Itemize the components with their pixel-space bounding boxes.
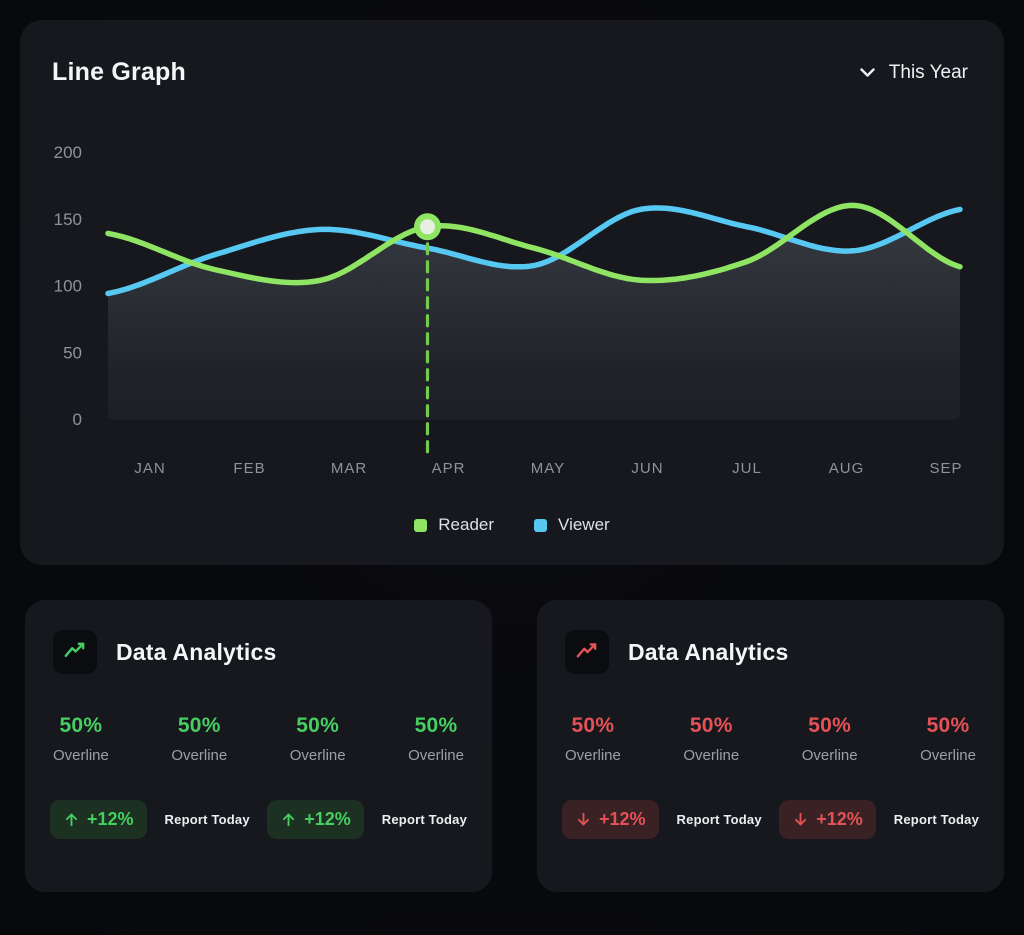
reader-line bbox=[105, 202, 963, 286]
stat: 50% Overline bbox=[683, 714, 739, 764]
stat: 50% Overline bbox=[290, 714, 346, 764]
reader-swatch-icon bbox=[414, 518, 428, 532]
stat-value: 50% bbox=[808, 714, 852, 737]
stat-label: Overline bbox=[565, 747, 621, 764]
line-chart: 0 50 100 150 200 JAN FEB MAR APR MAY JUN JUL AUG SEP bbox=[54, 143, 963, 477]
stat-value: 50% bbox=[59, 714, 103, 737]
arrow-up-icon bbox=[63, 811, 80, 828]
stat-value: 50% bbox=[926, 714, 970, 737]
arrow-up-icon bbox=[280, 811, 297, 828]
delta-value: +12% bbox=[87, 809, 134, 829]
period-selector[interactable]: This Year bbox=[860, 62, 968, 84]
stat-label: Overline bbox=[920, 747, 976, 764]
badges-row: +12% Report Today +12% Report Today bbox=[50, 800, 467, 839]
stat-value: 50% bbox=[414, 714, 458, 737]
stat: 50% Overline bbox=[802, 714, 858, 764]
arrow-down-icon bbox=[792, 811, 809, 828]
stat-value: 50% bbox=[177, 714, 221, 737]
stat-label: Overline bbox=[683, 747, 740, 764]
badge-group: +12% Report Today bbox=[50, 800, 250, 839]
badge-caption: Report Today bbox=[893, 812, 979, 827]
x-axis-tick: JAN bbox=[134, 460, 165, 477]
chart-legend: Reader Viewer bbox=[20, 515, 1004, 535]
highlight-marker-core bbox=[420, 219, 435, 235]
y-axis-tick: 150 bbox=[54, 210, 82, 229]
stat-value: 50% bbox=[689, 714, 733, 737]
y-axis-tick: 200 bbox=[54, 143, 82, 162]
stat-label: Overline bbox=[408, 747, 464, 764]
x-axis-tick: JUL bbox=[732, 460, 762, 477]
stats-row: 50% Overline 50% Overline 50% Overline 50% O… bbox=[50, 714, 467, 764]
delta-badge: +12% bbox=[267, 800, 364, 839]
delta-value: +12% bbox=[304, 809, 351, 829]
badge-group: +12% Report Today bbox=[562, 800, 762, 839]
x-axis-tick: AUG bbox=[829, 460, 865, 477]
delta-badge: +12% bbox=[562, 800, 659, 839]
y-axis-tick: 50 bbox=[63, 343, 82, 362]
data-analytics-card-down: Data Analytics 50% Overline 50% Overline 5… bbox=[537, 600, 1004, 892]
page-title: Line Graph bbox=[52, 58, 186, 86]
line-graph-card: Line Graph This Year 0 50 100 150 200 JAN FEB M… bbox=[20, 20, 1004, 565]
legend-label-viewer: Viewer bbox=[558, 515, 610, 534]
stats-row: 50% Overline 50% Overline 50% Overline 50% O… bbox=[562, 714, 979, 764]
badge-group: +12% Report Today bbox=[779, 800, 979, 839]
badge-group: +12% Report Today bbox=[267, 800, 467, 839]
badge-caption: Report Today bbox=[676, 812, 762, 827]
x-axis-tick: FEB bbox=[233, 460, 265, 477]
stat-label: Overline bbox=[801, 747, 858, 764]
stat: 50% Overline bbox=[53, 714, 109, 764]
legend-label-reader: Reader bbox=[438, 515, 495, 534]
stat: 50% Overline bbox=[408, 714, 464, 764]
stat-label: Overline bbox=[53, 747, 109, 764]
stat: 50% Overline bbox=[565, 714, 621, 764]
badges-row: +12% Report Today +12% Report Today bbox=[562, 800, 979, 839]
delta-value: +12% bbox=[816, 809, 863, 829]
card-title: Data Analytics bbox=[116, 638, 277, 665]
y-axis-tick: 0 bbox=[73, 410, 82, 429]
legend-item-viewer[interactable]: Viewer bbox=[534, 515, 610, 535]
badge-caption: Report Today bbox=[164, 812, 250, 827]
stat: 50% Overline bbox=[920, 714, 976, 764]
delta-badge: +12% bbox=[50, 800, 147, 839]
badge-caption: Report Today bbox=[381, 812, 467, 827]
x-axis-tick: SEP bbox=[929, 460, 962, 477]
chart-area-fill bbox=[108, 232, 960, 420]
trend-up-icon bbox=[53, 630, 97, 674]
x-axis-tick: MAR bbox=[331, 460, 367, 477]
x-axis-tick: APR bbox=[432, 460, 466, 477]
stat-label: Overline bbox=[171, 747, 228, 764]
delta-value: +12% bbox=[599, 809, 646, 829]
stat: 50% Overline bbox=[171, 714, 227, 764]
stat-label: Overline bbox=[289, 747, 346, 764]
card-title: Data Analytics bbox=[628, 638, 789, 665]
stat-value: 50% bbox=[571, 714, 615, 737]
x-axis-tick: JUN bbox=[631, 460, 663, 477]
chevron-down-icon bbox=[860, 67, 875, 78]
y-axis-tick: 100 bbox=[54, 277, 82, 296]
period-selector-label: This Year bbox=[888, 61, 968, 83]
stat-value: 50% bbox=[296, 714, 340, 737]
arrow-down-icon bbox=[575, 811, 592, 828]
legend-item-reader[interactable]: Reader bbox=[414, 515, 494, 535]
delta-badge: +12% bbox=[779, 800, 876, 839]
viewer-swatch-icon bbox=[534, 518, 548, 532]
viewer-line bbox=[105, 205, 963, 297]
x-axis-tick: MAY bbox=[531, 460, 565, 477]
trend-down-icon bbox=[565, 630, 609, 674]
data-analytics-card-up: Data Analytics 50% Overline 50% Overline 5… bbox=[25, 600, 492, 892]
